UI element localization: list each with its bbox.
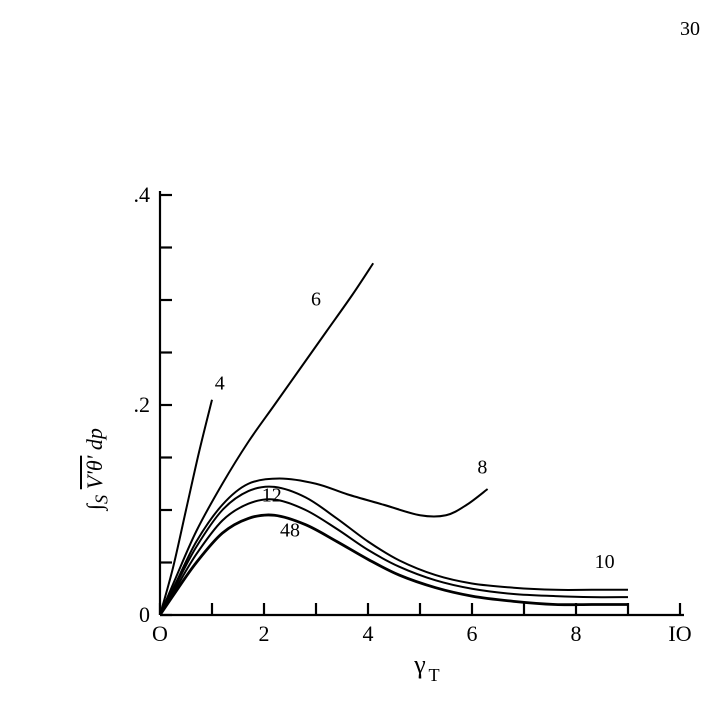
svg-text:T: T <box>428 665 439 685</box>
curve-4 <box>160 400 212 615</box>
y-tick-label: 0 <box>139 602 150 627</box>
x-tick-label: IO <box>668 621 691 646</box>
x-tick-label: O <box>152 621 168 646</box>
curve-label-12: 12 <box>262 485 282 507</box>
svg-text:γ: γ <box>413 650 426 679</box>
curve-label-8: 8 <box>477 456 487 478</box>
y-tick-label: .4 <box>134 182 151 207</box>
chart: O 2 4 6 8 IO 0 .2 .4 4 6 8 10 12 48 γT <box>0 0 710 718</box>
x-tick-label: 2 <box>259 621 270 646</box>
curve-label-10: 10 <box>595 551 615 573</box>
x-axis-title: γT <box>413 650 439 685</box>
y-ticks <box>160 195 172 615</box>
curves <box>160 263 628 615</box>
x-tick-label: 8 <box>571 621 582 646</box>
y-tick-label: .2 <box>134 392 151 417</box>
curve-label-48: 48 <box>280 519 300 541</box>
curve-label-6: 6 <box>311 288 321 310</box>
y-axis-title: ∫S V'θ' dp <box>82 428 112 510</box>
page: 30 O2468IO 0.2.4 468101248 γT ∫S V'θ' dp <box>0 0 710 718</box>
y-tick-labels: 0 .2 .4 <box>134 182 151 627</box>
x-tick-labels: O 2 4 6 8 IO <box>152 621 692 646</box>
curve-label-4: 4 <box>215 372 225 394</box>
x-tick-label: 6 <box>467 621 478 646</box>
curve-labels: 4 6 8 10 12 48 <box>215 288 615 573</box>
x-tick-label: 4 <box>363 621 374 646</box>
